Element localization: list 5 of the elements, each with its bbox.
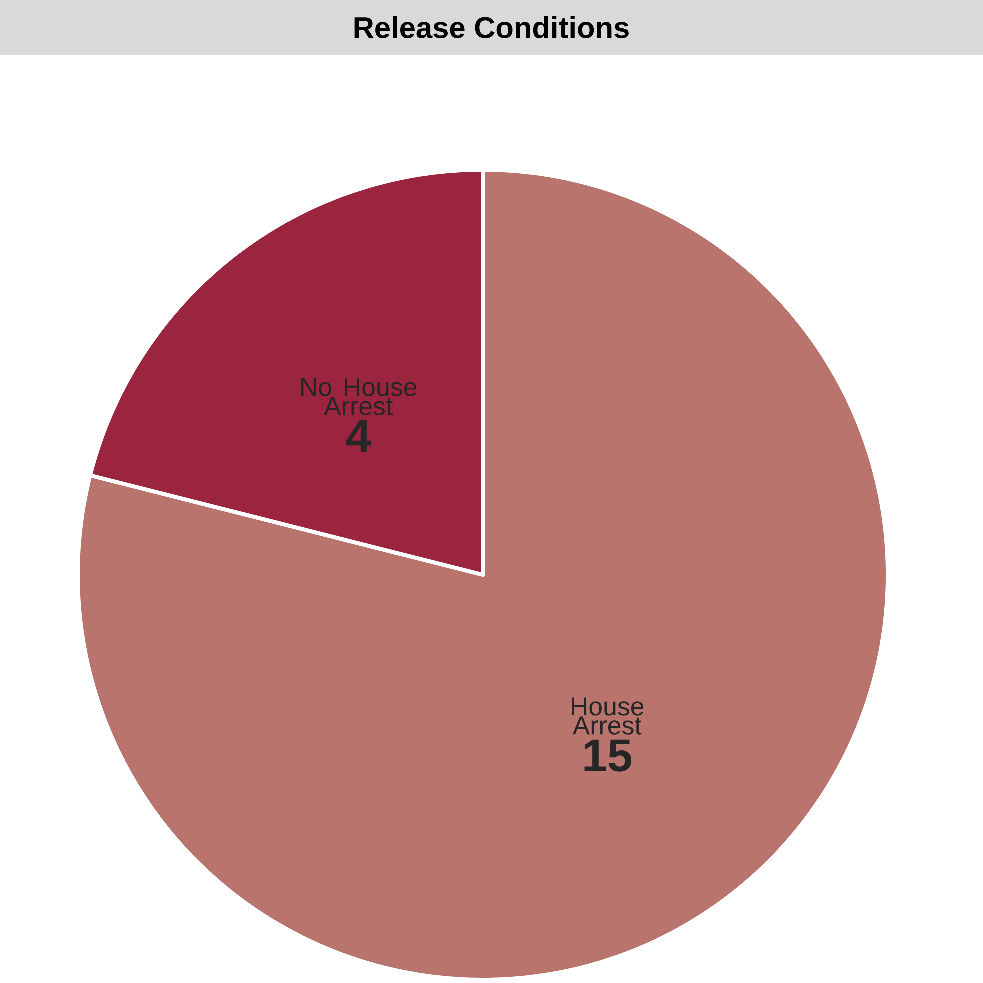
slice-label: No House Arrest bbox=[302, 378, 417, 416]
data-label: 15 bbox=[584, 740, 632, 772]
data-label: 4 bbox=[346, 420, 372, 452]
slice-label: House Arrest bbox=[572, 698, 644, 735]
chart-title: Release Conditions bbox=[354, 16, 629, 38]
